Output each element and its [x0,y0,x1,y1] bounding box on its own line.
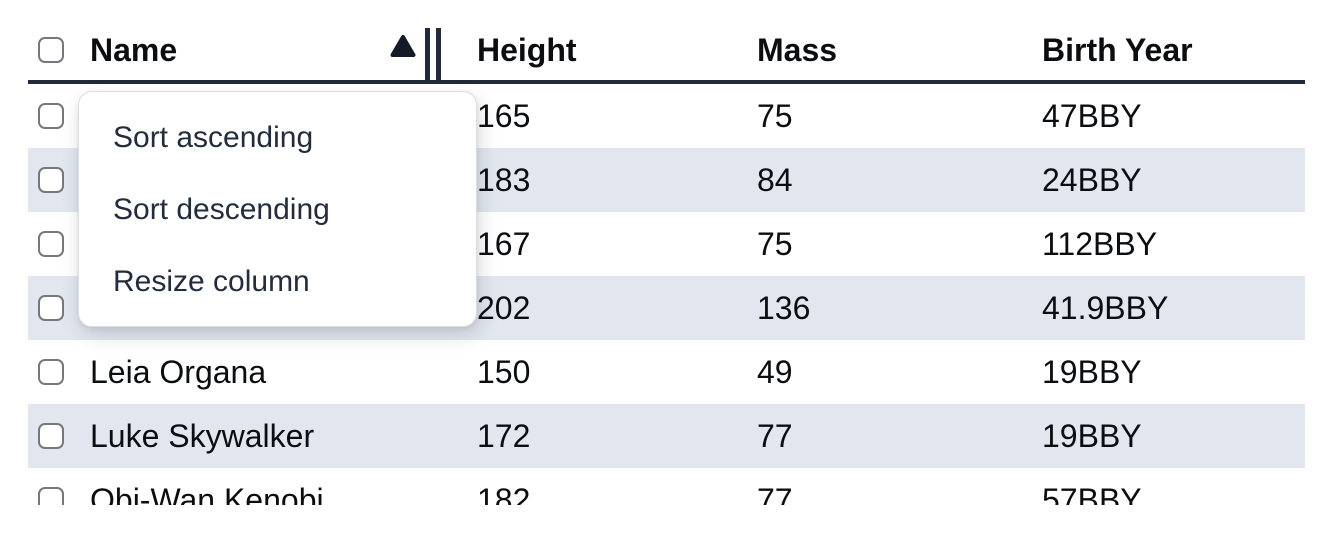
row-checkbox[interactable] [38,103,64,129]
column-header-mass[interactable]: Mass [757,32,1042,69]
column-label-mass: Mass [757,31,838,68]
cell-height: 167 [477,225,531,262]
row-checkbox[interactable] [38,487,64,505]
cell-name: Leia Organa [90,353,267,390]
column-label-birth-year: Birth Year [1042,31,1193,68]
row-checkbox[interactable] [38,167,64,193]
cell-birth-year: 19BBY [1042,353,1142,390]
cell-height: 150 [477,353,531,390]
menu-item-label: Sort descending [113,193,330,226]
cell-mass: 84 [757,161,793,198]
resize-bar-icon [425,28,430,80]
menu-item-resize-column[interactable]: Resize column [79,246,476,318]
table-row[interactable]: Luke Skywalker 172 77 19BBY [28,404,1305,468]
cell-name: Obi-Wan Kenobi [90,481,324,506]
menu-item-sort-descending[interactable]: Sort descending [79,174,476,246]
menu-item-label: Resize column [113,265,310,298]
cell-mass: 77 [757,481,793,506]
cell-birth-year: 112BBY [1042,225,1158,262]
row-checkbox[interactable] [38,423,64,449]
cell-name: Luke Skywalker [90,417,315,454]
cell-mass: 77 [757,417,793,454]
column-context-menu: Sort ascending Sort descending Resize co… [78,91,477,327]
table-viewport: Name Height Mass Birth Year 165 75 47BBY… [28,0,1305,505]
table-header: Name Height Mass Birth Year [28,0,1305,84]
sort-ascending-icon [390,34,416,58]
column-label-name: Name [90,31,178,68]
cell-mass: 136 [757,289,811,326]
cell-mass: 49 [757,353,793,390]
cell-height: 172 [477,417,531,454]
table-row[interactable]: Leia Organa 150 49 19BBY [28,340,1305,404]
cell-mass: 75 [757,97,793,134]
cell-birth-year: 47BBY [1042,97,1142,134]
cell-birth-year: 57BBY [1042,481,1142,506]
resize-bar-icon [436,28,441,80]
cell-birth-year: 41.9BBY [1042,289,1169,326]
menu-item-sort-ascending[interactable]: Sort ascending [79,102,476,174]
cell-birth-year: 19BBY [1042,417,1142,454]
row-checkbox[interactable] [38,231,64,257]
cell-height: 202 [477,289,531,326]
cell-birth-year: 24BBY [1042,161,1142,198]
column-label-height: Height [477,31,577,68]
select-all-checkbox[interactable] [38,37,64,63]
row-checkbox[interactable] [38,359,64,385]
column-header-height[interactable]: Height [477,32,757,69]
column-header-birth-year[interactable]: Birth Year [1042,32,1305,69]
table-row[interactable]: Obi-Wan Kenobi 182 77 57BBY [28,468,1305,505]
row-checkbox[interactable] [38,295,64,321]
cell-height: 165 [477,97,531,134]
select-all-cell [28,37,90,63]
menu-item-label: Sort ascending [113,121,314,154]
column-header-name[interactable]: Name [90,32,477,69]
column-resize-handle[interactable] [425,28,441,80]
cell-height: 182 [477,481,531,506]
cell-mass: 75 [757,225,793,262]
cell-height: 183 [477,161,531,198]
